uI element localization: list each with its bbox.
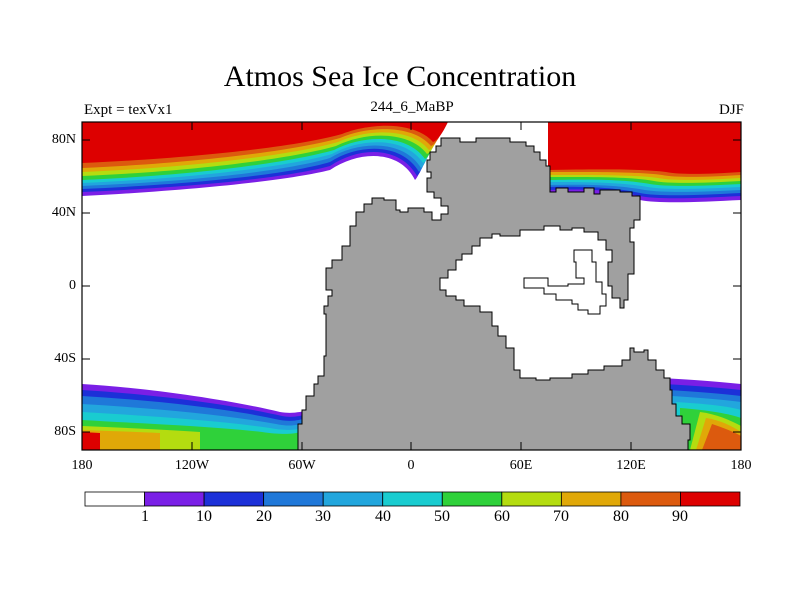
season-label: DJF — [718, 102, 744, 118]
colorbar-swatch — [263, 491, 324, 507]
y-tick-label: 80N — [51, 132, 76, 147]
arctic-sea-ice — [82, 122, 741, 203]
colorbar-swatch — [322, 491, 384, 507]
colorbar-swatch — [84, 491, 145, 507]
colorbar-label: 70 — [553, 508, 569, 525]
colorbar-label: 80 — [613, 508, 629, 525]
experiment-label: Expt = texVx1 — [84, 102, 173, 118]
colorbar — [84, 491, 741, 507]
y-tick-label: 40S — [54, 351, 76, 366]
colorbar-swatch — [560, 491, 622, 507]
land-mass — [297, 137, 691, 450]
interior-sea — [523, 249, 607, 315]
colorbar-label: 10 — [196, 508, 212, 525]
colorbar-swatch — [680, 491, 741, 507]
colorbar-swatch — [501, 491, 562, 507]
colorbar-label: 50 — [434, 508, 450, 525]
colorbar-label: 1 — [141, 508, 149, 525]
x-tick-label: 60E — [509, 458, 533, 473]
colorbar-label: 30 — [315, 508, 331, 525]
colorbar-label: 90 — [672, 508, 688, 525]
x-tick-label: 180 — [730, 458, 752, 473]
y-tick-label: 40N — [51, 205, 76, 220]
plot-title: Atmos Sea Ice Concentration — [223, 60, 577, 93]
x-tick-label: 60W — [288, 458, 316, 473]
colorbar-swatch — [382, 491, 443, 507]
colorbar-swatch — [203, 491, 265, 507]
x-tick-label: 0 — [407, 458, 415, 473]
y-tick-label: 80S — [54, 424, 76, 439]
x-tick-label: 120W — [174, 458, 210, 473]
y-tick-label: 0 — [69, 278, 76, 293]
x-tick-label: 180 — [71, 458, 93, 473]
colorbar-swatch — [441, 491, 503, 507]
x-tick-label: 120E — [616, 458, 646, 473]
run-label: 244_6_MaBP — [370, 99, 454, 115]
colorbar-swatch — [144, 491, 205, 507]
map-field — [82, 122, 741, 450]
colorbar-label: 60 — [494, 508, 510, 525]
colorbar-label: 40 — [375, 508, 391, 525]
axis-ticks — [81, 122, 742, 450]
colorbar-swatch — [620, 491, 681, 507]
colorbar-label: 20 — [256, 508, 272, 525]
